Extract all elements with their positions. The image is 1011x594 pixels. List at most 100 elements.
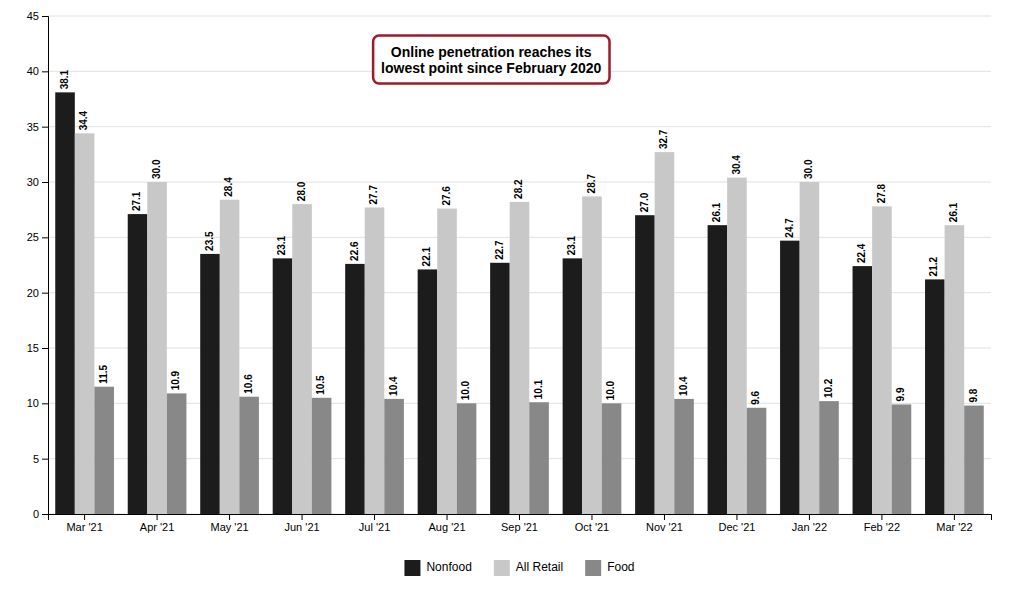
y-tick-mark: [42, 459, 48, 460]
data-label: 9.8: [968, 388, 979, 402]
y-tick: 35: [27, 121, 48, 133]
data-label: 23.5: [204, 231, 215, 251]
bar: [800, 182, 820, 514]
bar: [457, 403, 477, 514]
data-label: 10.4: [388, 376, 399, 396]
legend-label: Food: [607, 560, 634, 574]
data-label: 22.6: [349, 241, 360, 261]
x-tick-mark: [374, 514, 375, 520]
bar: [892, 404, 912, 514]
data-label: 11.5: [98, 364, 109, 383]
bar-series: [75, 133, 964, 514]
y-tick-label: 40: [27, 65, 39, 77]
x-tick-label: Dec '21: [718, 521, 755, 533]
bar-series: [55, 92, 944, 514]
x-tick: Nov '21: [646, 514, 683, 533]
x-tick: Mar '22: [936, 514, 972, 533]
legend-swatch: [494, 560, 510, 576]
x-tick-label: Oct '21: [575, 521, 610, 533]
data-label: 24.7: [784, 218, 795, 238]
bar: [312, 398, 332, 514]
legend-swatch: [404, 560, 420, 576]
x-tick-mark: [157, 514, 158, 520]
grid-line: [48, 16, 991, 17]
data-label: 27.7: [368, 185, 379, 205]
bar: [384, 399, 404, 514]
grid-line: [48, 126, 991, 127]
bar: [292, 204, 312, 514]
annotation: Online penetration reaches itslowest poi…: [373, 36, 609, 84]
data-label: 22.1: [421, 247, 432, 267]
data-label: 28.2: [513, 179, 524, 199]
bar: [239, 397, 259, 514]
grid: [48, 16, 991, 514]
y-tick: 5: [33, 453, 48, 465]
y-axis-line: [42, 17, 49, 515]
y-tick-label: 10: [27, 397, 39, 409]
data-label: 10.4: [678, 376, 689, 396]
annotation-box: [373, 36, 609, 84]
y-tick: 30: [27, 176, 48, 188]
bar: [365, 207, 385, 514]
data-label: 27.1: [131, 191, 142, 211]
bar: [490, 263, 510, 514]
bar: [747, 408, 767, 514]
bar: [94, 387, 114, 514]
x-tick-label: Nov '21: [646, 521, 683, 533]
x-tick-mark: [302, 514, 303, 520]
x-tick: Jan '22: [792, 514, 827, 533]
bar-series: [94, 387, 983, 514]
bar: [872, 206, 892, 514]
x-axis-line: [49, 515, 992, 521]
legend: Nonfood All Retail Food: [404, 560, 634, 576]
x-tick-mark: [591, 514, 592, 520]
x-tick: Oct '21: [575, 514, 610, 533]
x-tick-label: Feb '22: [864, 521, 900, 533]
y-tick-mark: [42, 16, 48, 17]
x-tick-mark: [881, 514, 882, 520]
x-tick-label: May '21: [210, 521, 248, 533]
legend-label: All Retail: [516, 560, 563, 574]
x-tick-label: Mar '22: [936, 521, 972, 533]
data-label: 28.0: [296, 181, 307, 201]
x-tick: Sep '21: [501, 514, 538, 533]
x-tick-mark: [519, 514, 520, 520]
x-axis: Mar '21Apr '21May '21Jun '21Jul '21Aug '…: [49, 514, 992, 533]
y-tick-label: 45: [27, 10, 39, 22]
y-tick-mark: [42, 514, 48, 515]
x-tick: May '21: [210, 514, 248, 533]
data-label: 10.1: [533, 379, 544, 399]
data-label: 10.0: [460, 380, 471, 400]
data-label: 10.0: [605, 380, 616, 400]
bar: [529, 402, 549, 514]
legend-item: All Retail: [494, 560, 563, 576]
y-tick: 25: [27, 231, 48, 243]
data-label: 9.6: [750, 390, 761, 404]
data-label: 28.7: [586, 173, 597, 193]
bar: [563, 258, 583, 514]
y-tick-label: 0: [33, 508, 39, 520]
y-axis: 051015202530354045: [27, 10, 49, 520]
y-tick-label: 35: [27, 121, 39, 133]
x-tick: Aug '21: [429, 514, 466, 533]
data-labels: 38.127.123.523.122.622.122.723.127.026.1…: [59, 69, 979, 404]
bar: [708, 225, 728, 514]
y-tick-label: 25: [27, 231, 39, 243]
data-label: 26.1: [948, 202, 959, 222]
data-label: 23.1: [566, 235, 577, 255]
bar: [780, 241, 800, 514]
x-tick: Jul '21: [359, 514, 390, 533]
annotation-text: Online penetration reaches itslowest poi…: [381, 44, 601, 76]
y-tick-mark: [42, 71, 48, 72]
y-tick: 15: [27, 342, 48, 354]
x-tick-label: Jan '22: [792, 521, 827, 533]
y-tick: 0: [33, 508, 48, 520]
x-tick-label: Mar '21: [66, 521, 102, 533]
bar: [220, 200, 240, 514]
legend-label: Nonfood: [426, 560, 471, 574]
x-tick-label: Aug '21: [429, 521, 466, 533]
y-tick: 45: [27, 10, 48, 22]
bar: [602, 403, 622, 514]
y-tick-label: 5: [33, 453, 39, 465]
data-label: 30.4: [731, 155, 742, 175]
